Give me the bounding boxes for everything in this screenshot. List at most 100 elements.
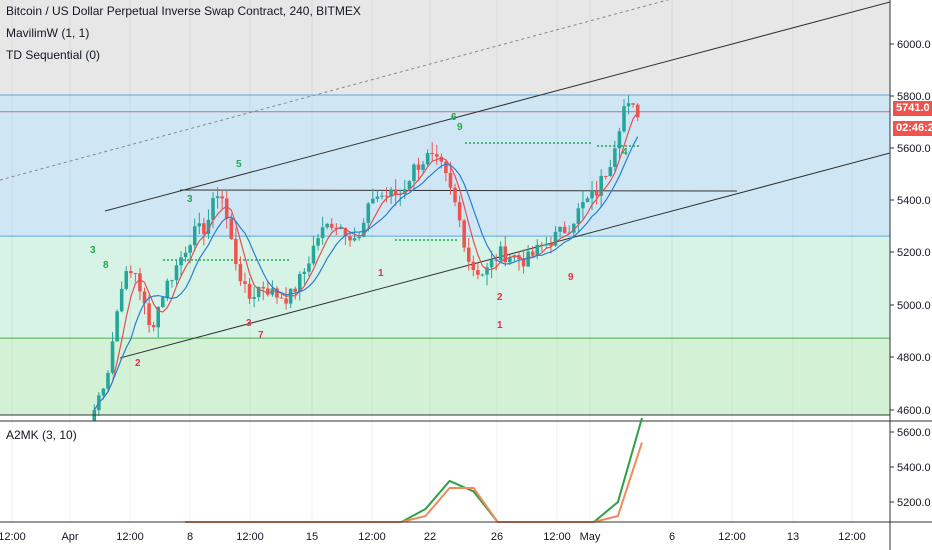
td-up-count: 8 [103, 260, 109, 271]
candle-body [576, 208, 581, 224]
mavilimw-blue-line [93, 136, 639, 411]
candle-body [279, 297, 284, 299]
candle-body [165, 280, 170, 298]
candle-body [311, 245, 316, 264]
y-tick-label: 5400.0 [897, 195, 931, 207]
candle-body [622, 106, 626, 132]
x-tick-label: Apr [61, 531, 78, 543]
green-zone-lower [0, 338, 890, 415]
candle-body [261, 286, 266, 289]
candle-body [357, 236, 361, 239]
candle-body [366, 203, 371, 223]
td-down-count: 9 [568, 272, 574, 283]
candle-body [339, 228, 343, 230]
candle-body [234, 239, 238, 265]
candle-body [124, 271, 129, 289]
candle-body [393, 189, 398, 195]
symbol-legend[interactable]: Bitcoin / US Dollar Perpetual Inverse Sw… [6, 4, 361, 18]
osc-y-tick-label: 5200.0 [897, 497, 931, 509]
candle-body [170, 280, 174, 282]
candle-body [316, 238, 320, 246]
candle-body [361, 222, 366, 237]
background-zones [0, 0, 890, 415]
candle-body [192, 226, 197, 246]
candle-body [421, 164, 425, 170]
x-tick-label: 12:00 [358, 531, 386, 543]
oscillator-pane [0, 414, 932, 523]
y-tick-label: 6000.0 [897, 39, 931, 51]
candle-body [435, 154, 439, 157]
moving-averages [93, 112, 639, 411]
candle-body [544, 243, 549, 246]
candle-body [110, 341, 115, 373]
x-tick-label: 6 [669, 531, 675, 543]
td-down-count: 1 [378, 268, 384, 279]
candle-body [466, 247, 471, 262]
candle-body [375, 196, 380, 199]
candle-body [603, 175, 608, 177]
candle-body [508, 257, 512, 263]
y-tick-label: 4600.0 [897, 405, 931, 417]
candle-body [256, 286, 261, 298]
candle-body [585, 198, 590, 203]
candle-body [498, 246, 503, 261]
candle-body [220, 196, 224, 199]
y-tick-label: 5600.0 [897, 143, 931, 155]
candle-body [526, 251, 530, 267]
candle-body [215, 196, 220, 199]
candle-body [275, 288, 279, 298]
candle-body [540, 244, 544, 246]
candle-body [635, 104, 640, 118]
green-zone [0, 236, 890, 339]
x-tick-label: 22 [424, 531, 436, 543]
candle-body [161, 297, 165, 307]
candle-body [416, 164, 421, 170]
candle-body [138, 273, 142, 292]
x-tick-label: 8 [187, 531, 193, 543]
candle-body [151, 325, 156, 328]
candle-body [562, 226, 567, 234]
horizontal-resistance-line [179, 189, 738, 192]
x-tick-label: 12:00 [838, 531, 866, 543]
td-up-count: 5 [236, 159, 242, 170]
osc-y-tick-label: 5600.0 [897, 427, 931, 439]
candle-body [403, 189, 407, 195]
indicator-legend-mavilimw[interactable]: MavilimW (1, 1) [6, 26, 90, 40]
candle-body [142, 291, 147, 304]
candle-body [549, 243, 553, 246]
candle-body [238, 264, 243, 282]
candle-body [147, 303, 151, 326]
candle-body [517, 255, 521, 260]
x-tick-label: 12:00 [0, 531, 26, 543]
a2mk-line-1 [185, 417, 643, 523]
candle-body [325, 223, 329, 228]
x-tick-label: 13 [787, 531, 799, 543]
indicator-legend-a2mk[interactable]: A2MK (3, 10) [6, 428, 77, 442]
candle-body [343, 228, 348, 237]
td-down-count: 3 [246, 318, 252, 329]
bar-countdown-label: 02:46:23 [893, 121, 932, 136]
candle-body [243, 281, 247, 284]
candle-body [284, 298, 288, 304]
candle-body [129, 271, 133, 274]
candle-body [608, 167, 613, 177]
candle-body [119, 288, 124, 312]
indicator-legend-td-sequential[interactable]: TD Sequential (0) [6, 48, 101, 62]
candle-body [101, 388, 106, 396]
td-down-count: 2 [135, 358, 141, 369]
candle-body [293, 288, 297, 292]
candle-body [485, 267, 489, 275]
td-up-count: 6 [451, 112, 457, 123]
mavilimw-red-line [93, 112, 639, 411]
candle-body [444, 161, 448, 174]
candle-body [298, 273, 302, 292]
candle-body [535, 244, 540, 256]
candle-body [348, 236, 352, 241]
candle-body [430, 153, 434, 155]
candle-body [352, 238, 357, 241]
candle-body [202, 223, 206, 235]
candle-body [106, 372, 110, 389]
